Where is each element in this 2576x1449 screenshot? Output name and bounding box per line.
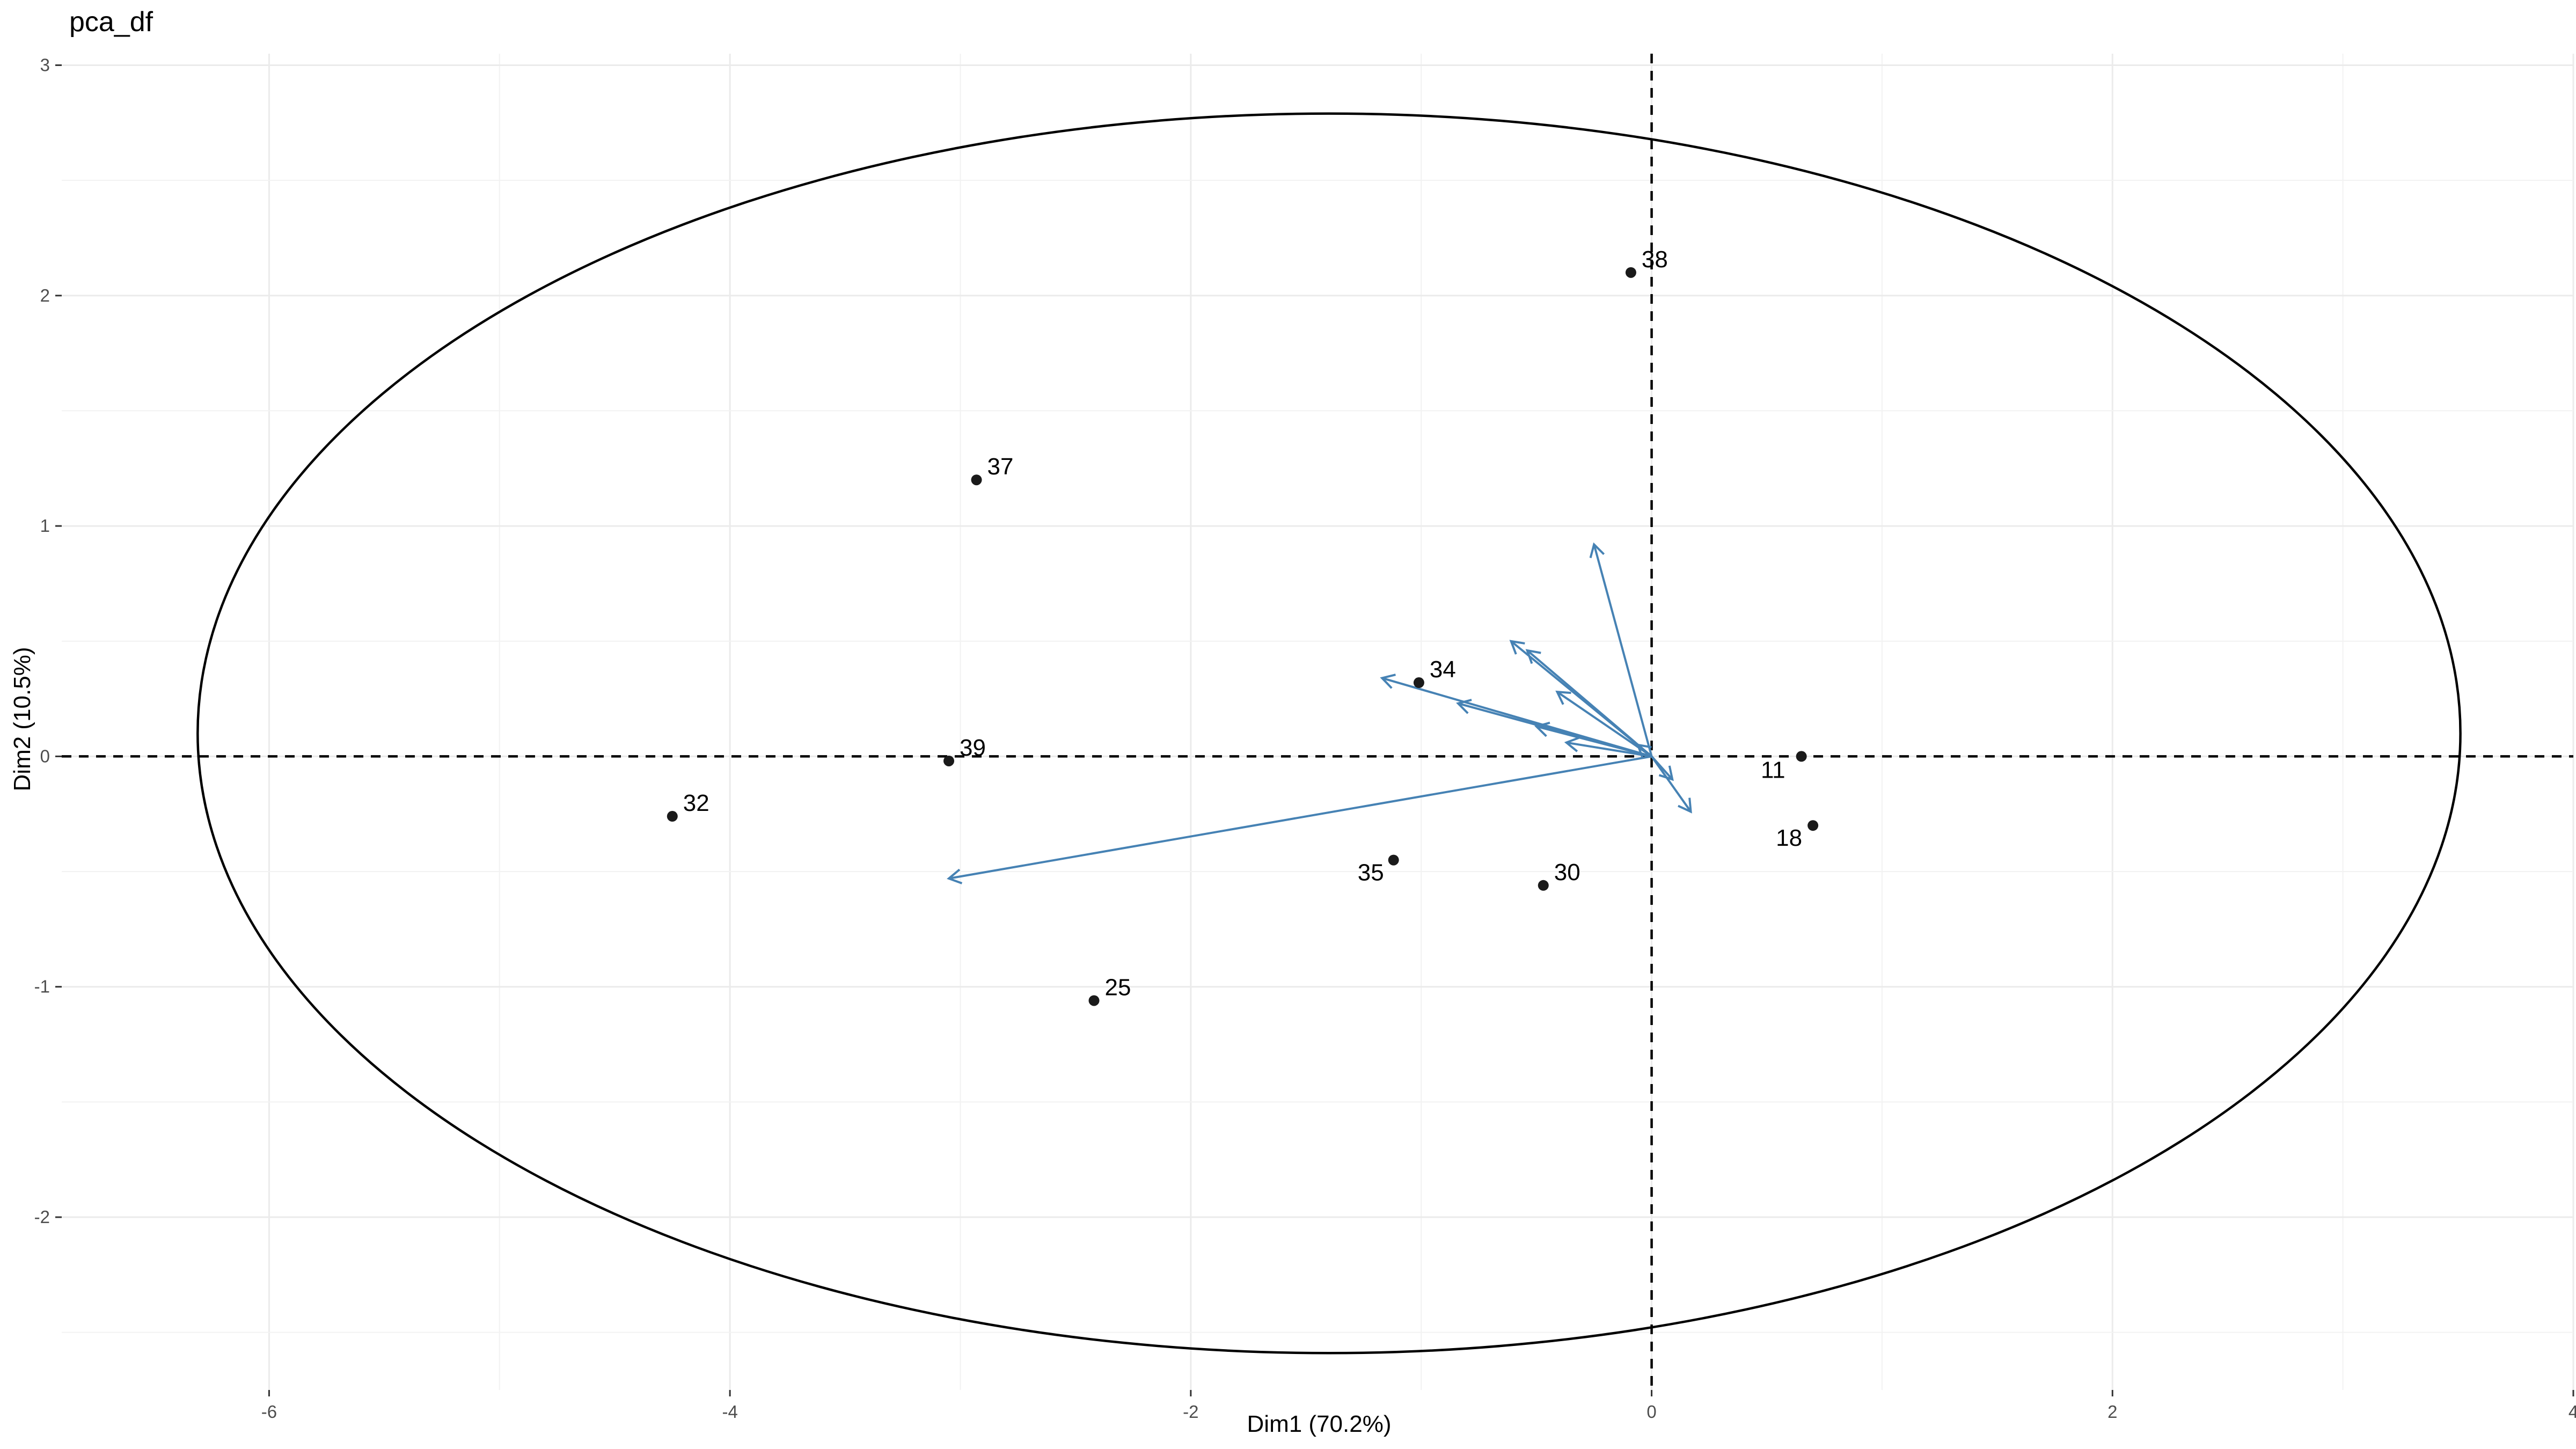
x-tick-label: -6 — [261, 1402, 277, 1422]
loading-arrow-shaft — [948, 755, 1652, 880]
data-point-marker — [1388, 854, 1399, 866]
data-point-label: 37 — [987, 453, 1014, 480]
loading-arrow-head — [1564, 736, 1580, 752]
loading-arrow-shaft — [1650, 756, 1692, 813]
loading-arrow-head — [1534, 721, 1550, 737]
data-point: 32 — [667, 790, 709, 822]
data-point-marker — [1413, 677, 1424, 689]
data-point-marker — [943, 755, 955, 766]
y-axis-title: Dim2 (10.5%) — [9, 647, 35, 792]
loading-arrow — [1534, 721, 1652, 758]
data-point-label: 30 — [1554, 859, 1580, 885]
data-point-marker — [1088, 995, 1100, 1006]
data-point-marker — [971, 474, 982, 486]
loading-arrow — [1589, 542, 1653, 757]
x-tick-label: -2 — [1183, 1402, 1198, 1422]
confidence-ellipse-layer — [196, 112, 2462, 1355]
data-point: 37 — [971, 453, 1014, 486]
data-point: 35 — [1358, 854, 1399, 886]
loading-arrow-head — [1525, 649, 1541, 664]
loading-arrow — [1564, 736, 1652, 758]
data-point-marker — [667, 811, 678, 822]
y-tick-label: -2 — [34, 1207, 50, 1227]
loading-arrow-head — [1456, 699, 1472, 714]
loading-arrow-shaft — [1536, 725, 1652, 758]
data-point: 25 — [1088, 974, 1131, 1006]
loading-arrow — [1555, 690, 1652, 758]
loading-arrows — [947, 542, 1692, 884]
x-tick-label: 2 — [2107, 1402, 2117, 1422]
x-tick-label: 0 — [1646, 1402, 1656, 1422]
data-point: 18 — [1776, 820, 1819, 851]
data-point-label: 18 — [1776, 825, 1802, 851]
y-tick-label: 3 — [40, 55, 50, 75]
data-point: 11 — [1761, 751, 1807, 783]
axis-ticks: -6 -4 -2 0 2 4 -2 -1 0 1 2 3 — [34, 55, 2576, 1422]
loading-arrow-shaft — [1593, 544, 1653, 757]
confidence-ellipse — [196, 112, 2462, 1355]
loading-arrow — [1525, 649, 1652, 757]
individual-points: 38 37 34 39 32 11 18 35 30 25 — [667, 246, 1819, 1006]
loading-arrow-shaft — [1556, 691, 1652, 758]
data-point-marker — [1625, 267, 1636, 278]
x-axis-title: Dim1 (70.2%) — [1247, 1411, 1392, 1437]
y-tick-label: 2 — [40, 286, 50, 305]
loading-arrow-head — [1636, 743, 1652, 759]
data-point-marker — [1796, 751, 1807, 762]
chart-title: pca_df — [69, 6, 153, 38]
data-point-label: 34 — [1430, 656, 1456, 683]
loading-arrow-shaft — [1566, 741, 1652, 758]
data-point: 30 — [1538, 859, 1580, 891]
loading-arrow-head — [1380, 674, 1396, 689]
data-point-marker — [1807, 820, 1819, 831]
data-point: 39 — [943, 735, 986, 766]
data-point-label: 35 — [1358, 860, 1384, 886]
loading-arrow-head — [1589, 542, 1605, 559]
loading-arrow-shaft — [1637, 744, 1652, 757]
loading-arrow — [947, 755, 1652, 884]
data-point-label: 25 — [1105, 974, 1131, 1000]
y-tick-label: 0 — [40, 746, 50, 766]
loading-arrow-head — [947, 868, 963, 884]
reference-lines — [62, 54, 2573, 1390]
data-point-label: 38 — [1642, 246, 1668, 273]
loading-arrow — [1636, 743, 1652, 759]
x-tick-label: 4 — [2568, 1402, 2576, 1422]
data-point-label: 32 — [683, 790, 709, 816]
loading-arrow — [1380, 674, 1652, 758]
y-tick-label: -1 — [34, 977, 50, 997]
data-point-label: 11 — [1761, 757, 1785, 783]
loading-arrow — [1651, 756, 1674, 781]
loading-arrow-head — [1658, 765, 1674, 781]
grid — [62, 54, 2574, 1390]
loading-arrow — [1650, 756, 1692, 814]
loading-arrow-shaft — [1651, 756, 1673, 780]
data-point: 38 — [1625, 246, 1668, 278]
data-point: 34 — [1413, 656, 1456, 689]
y-tick-label: 1 — [40, 516, 50, 536]
loading-arrow-head — [1555, 690, 1571, 705]
loading-arrow-shaft — [1526, 649, 1652, 757]
loading-arrow-head — [1509, 640, 1525, 655]
data-point-label: 39 — [960, 735, 986, 761]
data-point-marker — [1538, 880, 1549, 891]
x-tick-label: -4 — [722, 1402, 737, 1422]
loading-arrow-head — [1678, 797, 1692, 814]
